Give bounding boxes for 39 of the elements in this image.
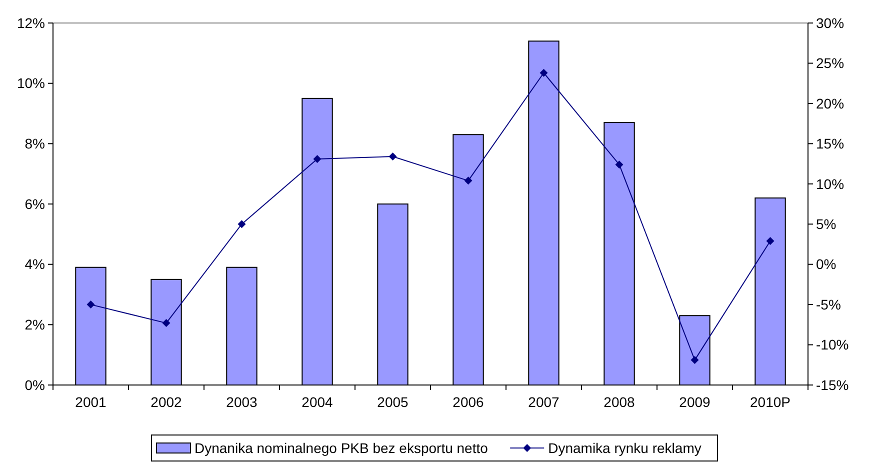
x-tick-label: 2001	[75, 394, 107, 410]
x-tick-label: 2009	[679, 394, 711, 410]
x-tick-label: 2004	[302, 394, 334, 410]
point	[540, 68, 548, 77]
y2-tick-label: 15%	[816, 136, 844, 152]
y2-tick-label: 25%	[816, 55, 844, 72]
y2-tick-label: -5%	[816, 296, 841, 312]
x-tick-label: 2010P	[750, 394, 790, 410]
y2-tick-label: -15%	[816, 376, 849, 393]
y-tick-label: 10%	[16, 75, 45, 92]
y2-tick-label: 0%	[816, 256, 836, 272]
x-tick-label: 2006	[452, 394, 484, 410]
point	[86, 300, 95, 309]
y-tick-label: 6%	[24, 196, 45, 212]
x-tick-label: 2002	[150, 394, 182, 410]
point	[313, 154, 322, 163]
x-tick-label: 2005	[377, 394, 409, 410]
point	[388, 152, 397, 161]
y-tick-label: 0%	[24, 376, 45, 393]
point	[162, 319, 170, 328]
y-tick-label: 8%	[24, 136, 45, 152]
x-tick-label: 2003	[226, 394, 258, 410]
x-tick-label: 2008	[604, 394, 636, 410]
point	[766, 237, 774, 246]
y2-tick-label: 20%	[816, 95, 844, 112]
point	[690, 356, 699, 364]
y-tick-label: 2%	[24, 316, 45, 333]
x-tick-label: 2007	[528, 394, 560, 410]
point	[615, 160, 624, 169]
y-tick-label: 4%	[24, 256, 45, 272]
y2-tick-label: 10%	[816, 176, 844, 192]
legend-label: Dynanika nominalnego PKB bez eksportu netto	[194, 440, 488, 456]
y-tick-label: 12%	[16, 14, 45, 31]
legend-label: Dynamika rynku reklamy	[548, 440, 702, 456]
y2-tick-label: 30%	[816, 14, 844, 31]
point	[238, 220, 246, 228]
point	[464, 176, 472, 185]
y2-tick-label: 5%	[816, 216, 836, 232]
y2-tick-label: -10%	[816, 336, 849, 353]
